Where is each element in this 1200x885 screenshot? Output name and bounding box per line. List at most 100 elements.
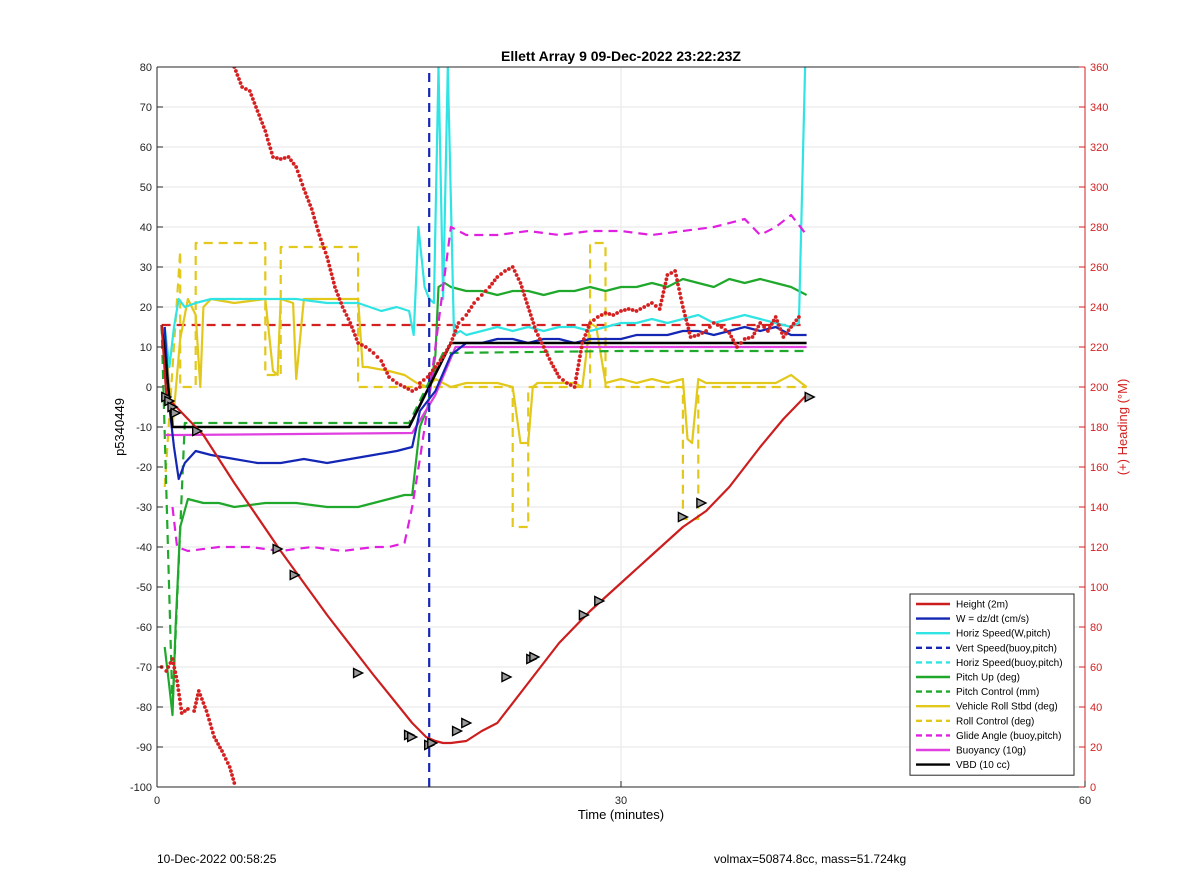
heading-dot bbox=[340, 305, 345, 309]
heading-dot bbox=[680, 300, 684, 305]
heading-dot bbox=[175, 683, 180, 688]
heading-dot bbox=[452, 333, 456, 337]
height-marker bbox=[191, 425, 204, 437]
heading-dot bbox=[665, 273, 670, 277]
y2-tick-label: 180 bbox=[1090, 422, 1108, 434]
heading-dot bbox=[719, 325, 724, 329]
heading-dot bbox=[619, 309, 623, 313]
heading-dot bbox=[472, 301, 476, 305]
heading-dot bbox=[681, 305, 685, 309]
heading-dot bbox=[297, 173, 302, 178]
heading-dot bbox=[302, 187, 306, 191]
heading-dot bbox=[193, 705, 197, 709]
heading-dot bbox=[267, 142, 271, 146]
heading-dot bbox=[425, 375, 430, 379]
series-pitch-up-deg bbox=[163, 277, 808, 717]
y-tick-label: 10 bbox=[140, 342, 152, 354]
height-marker bbox=[170, 407, 182, 419]
heading-dot bbox=[791, 321, 796, 326]
heading-dot bbox=[545, 353, 550, 357]
heading-dot bbox=[260, 121, 265, 125]
legend-label: Pitch Up (deg) bbox=[956, 673, 1020, 684]
heading-dot bbox=[363, 345, 368, 349]
heading-dot bbox=[733, 341, 737, 346]
heading-dot bbox=[227, 765, 232, 769]
height-marker bbox=[451, 725, 464, 737]
heading-dot bbox=[754, 328, 759, 332]
heading-dot bbox=[211, 730, 215, 735]
heading-dot bbox=[588, 321, 592, 325]
heading-dot bbox=[797, 315, 801, 319]
heading-dot bbox=[433, 365, 438, 369]
heading-dot bbox=[646, 303, 650, 307]
y2-tick-label: 240 bbox=[1090, 302, 1108, 314]
heading-dot bbox=[673, 269, 677, 273]
heading-dot bbox=[176, 688, 181, 692]
heading-dot bbox=[375, 355, 380, 359]
heading-dot bbox=[177, 697, 182, 702]
height-marker bbox=[407, 731, 419, 743]
heading-dot bbox=[565, 381, 569, 385]
heading-dot bbox=[582, 337, 586, 341]
heading-dot bbox=[240, 85, 245, 89]
heading-dot bbox=[200, 697, 204, 701]
heading-dot bbox=[168, 661, 173, 665]
heading-dot bbox=[541, 345, 546, 349]
heading-dot bbox=[268, 146, 273, 151]
heading-dot bbox=[313, 220, 318, 224]
heading-dot bbox=[326, 259, 331, 264]
heading-dot bbox=[208, 722, 213, 726]
heading-dot bbox=[331, 280, 336, 285]
y2-tick-label: 40 bbox=[1090, 702, 1102, 714]
y2-tick-label: 340 bbox=[1090, 102, 1108, 114]
y2-tick-label: 80 bbox=[1090, 622, 1102, 634]
heading-dot bbox=[192, 709, 197, 713]
heading-dot bbox=[537, 337, 542, 341]
heading-dot bbox=[650, 301, 654, 305]
y-tick-label: -30 bbox=[136, 502, 152, 514]
heading-dot bbox=[487, 285, 492, 289]
heading-dot bbox=[356, 341, 360, 345]
heading-dot bbox=[523, 297, 528, 301]
heading-dot bbox=[715, 323, 720, 327]
heading-dot bbox=[251, 97, 255, 101]
series-buoyancy-10g bbox=[164, 345, 807, 437]
heading-dot bbox=[750, 335, 755, 339]
heading-dot bbox=[337, 297, 342, 301]
heading-dot bbox=[275, 156, 279, 160]
heading-dot bbox=[421, 378, 426, 382]
heading-dot bbox=[231, 777, 236, 781]
heading-dot bbox=[218, 745, 222, 750]
heading-dot bbox=[166, 665, 171, 669]
heading-dot bbox=[212, 735, 217, 739]
x-axis-label: Time (minutes) bbox=[578, 807, 664, 822]
heading-dot bbox=[659, 298, 664, 303]
heading-dot bbox=[586, 325, 591, 329]
heading-dot bbox=[351, 329, 356, 333]
height-marker bbox=[804, 391, 816, 403]
heading-dot bbox=[196, 689, 201, 693]
heading-dot bbox=[204, 709, 209, 713]
legend-box bbox=[909, 593, 1075, 776]
heading-dot bbox=[729, 334, 734, 339]
y2-tick-label: 60 bbox=[1090, 662, 1102, 674]
heading-dot bbox=[258, 117, 263, 121]
heading-dot bbox=[336, 293, 340, 297]
heading-dot bbox=[173, 670, 178, 675]
heading-dot bbox=[758, 321, 763, 325]
heading-dot bbox=[170, 657, 175, 661]
heading-dot bbox=[179, 706, 184, 711]
y-tick-label: 40 bbox=[140, 222, 152, 234]
x-tick-label: 0 bbox=[154, 795, 160, 807]
heading-dot bbox=[557, 375, 561, 379]
heading-dot bbox=[503, 269, 507, 273]
heading-dot bbox=[164, 669, 169, 673]
heading-dot bbox=[414, 387, 418, 391]
heading-dot bbox=[555, 371, 560, 376]
series-roll-control-deg bbox=[163, 241, 807, 529]
series-glide-angle-buoy-pitch bbox=[171, 213, 808, 553]
heading-dot bbox=[314, 224, 319, 229]
heading-dot bbox=[311, 211, 315, 216]
heading-dot bbox=[220, 749, 224, 753]
legend-label: Height (2m) bbox=[956, 600, 1008, 611]
